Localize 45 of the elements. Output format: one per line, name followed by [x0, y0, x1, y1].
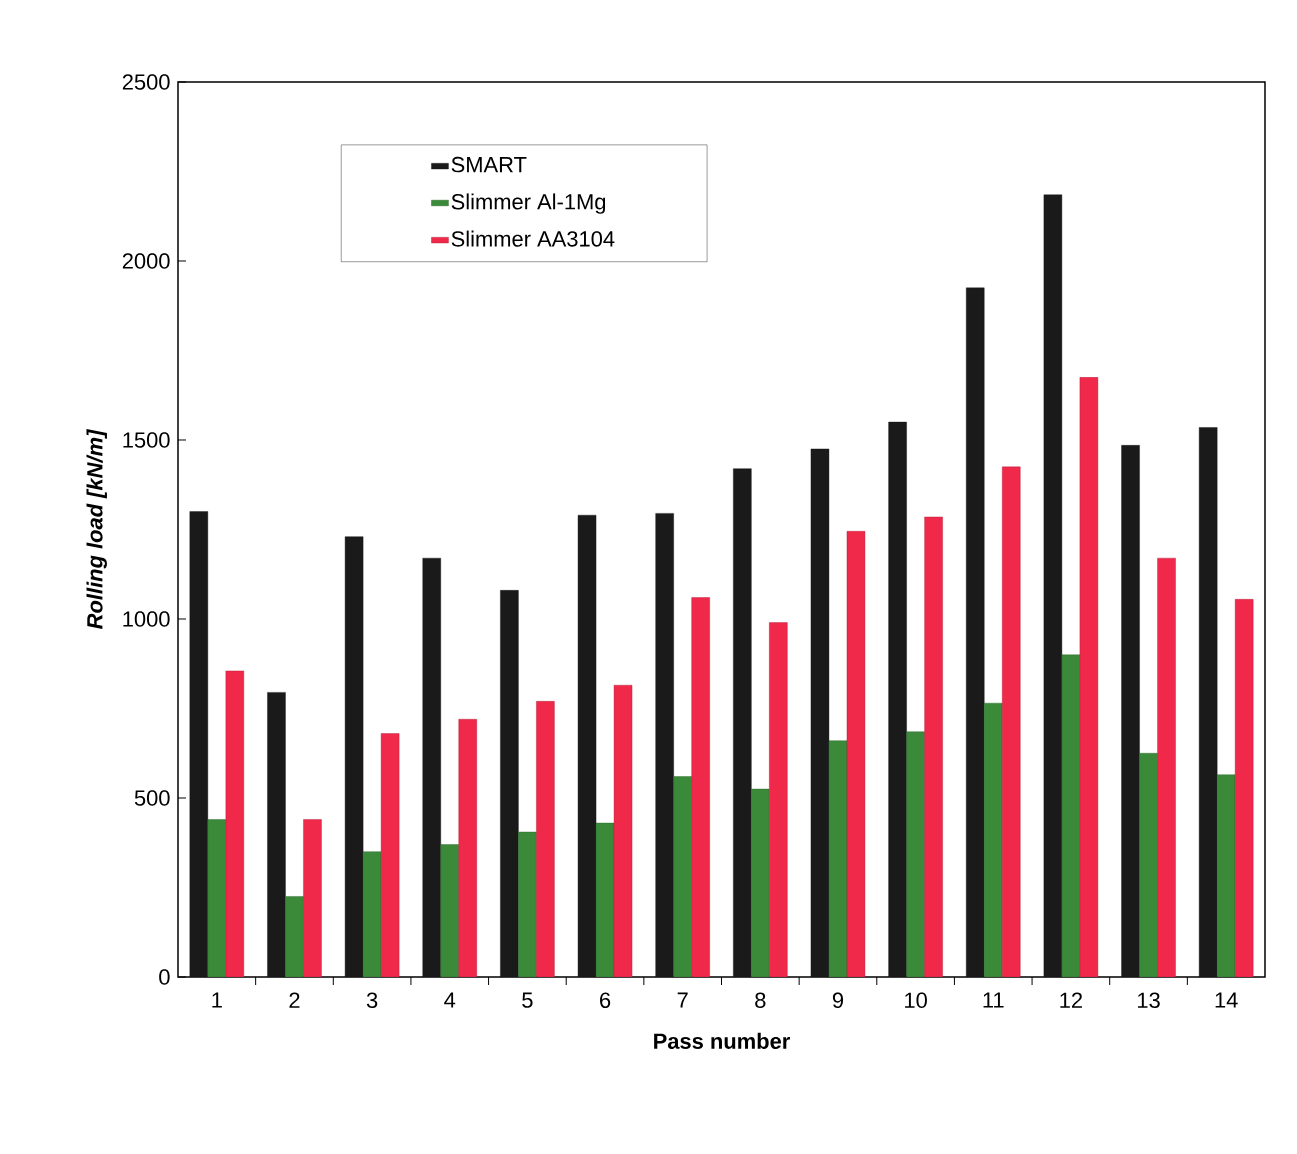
legend-label: Slimmer Al-1Mg [451, 193, 606, 214]
y-tick-label: 0 [159, 969, 170, 985]
bar [518, 831, 537, 977]
x-tick-label: 2 [289, 992, 300, 1008]
x-tick-label: 4 [444, 992, 456, 1008]
x-tick-label: 9 [832, 992, 844, 1009]
bar [1002, 466, 1021, 977]
bar [440, 844, 459, 977]
x-tick-label: 3 [366, 992, 378, 1009]
bar [673, 776, 692, 977]
legend-label: Slimmer AA3104 [451, 230, 615, 247]
bar [458, 719, 477, 977]
x-tick-label: 8 [755, 992, 766, 1009]
bar [207, 819, 227, 977]
x-tick-label: 5 [522, 992, 533, 1008]
x-axis-title: Pass number [654, 1032, 790, 1049]
bar [906, 731, 925, 977]
bar [285, 896, 304, 977]
x-tick-label: 12 [1060, 992, 1082, 1008]
y-axis-title: Rolling load [kN/m] [86, 429, 107, 629]
bar [924, 516, 943, 977]
bar [536, 701, 555, 977]
bar [1216, 774, 1236, 977]
bar [691, 597, 710, 977]
legend-label: SMART [451, 156, 527, 173]
bar [1157, 557, 1176, 977]
y-tick-label: 500 [134, 790, 170, 806]
bar [751, 788, 770, 977]
y-tick-label: 1000 [123, 611, 170, 627]
x-tick-label: 1 [212, 992, 222, 1008]
bar [984, 702, 1003, 977]
x-tick-label: 14 [1215, 992, 1238, 1008]
x-tick-label: 11 [983, 992, 1004, 1008]
x-tick-label: 7 [677, 992, 688, 1008]
bar [1234, 599, 1254, 977]
bar [303, 819, 322, 977]
y-tick-label: 2500 [122, 74, 170, 90]
bar [225, 670, 245, 977]
bar [769, 622, 788, 977]
bar [1139, 753, 1158, 977]
y-tick-label: 1500 [123, 432, 170, 448]
x-tick-label: 10 [905, 992, 927, 1009]
x-tick-label: 13 [1138, 992, 1160, 1009]
x-tick-label: 6 [600, 992, 611, 1009]
y-tick-label: 2000 [122, 253, 170, 269]
